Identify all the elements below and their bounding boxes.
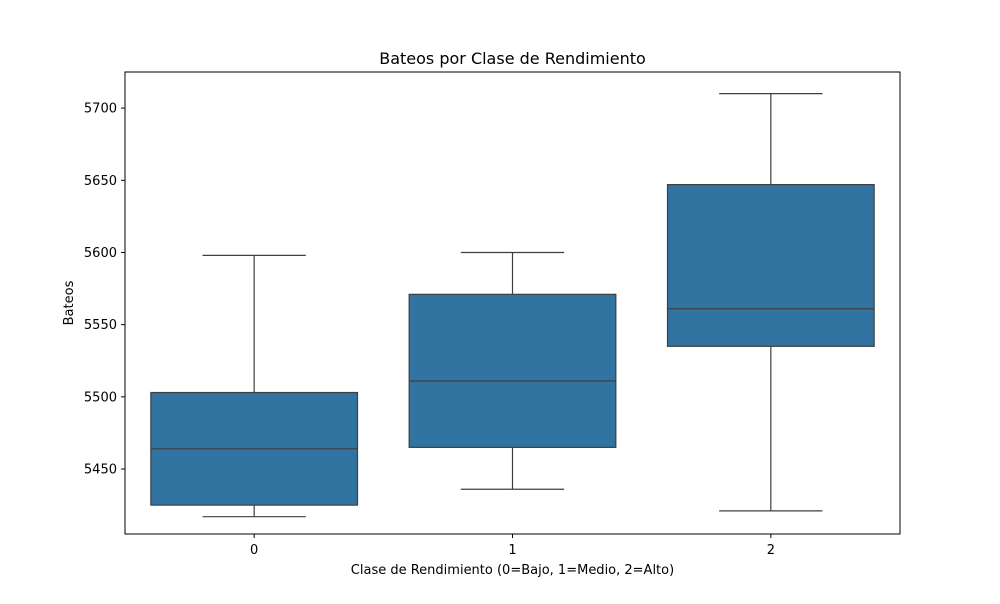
box-group-1 <box>408 251 617 490</box>
plot-area <box>150 93 875 518</box>
y-tick-label: 5550 <box>84 318 117 333</box>
y-tick-label: 5600 <box>84 246 117 261</box>
x-tick-label: 1 <box>508 543 516 558</box>
chart-title: Bateos por Clase de Rendimiento <box>379 49 646 68</box>
box-group-0 <box>150 254 359 518</box>
box-iqr <box>666 184 875 347</box>
y-tick-label: 5700 <box>84 102 117 117</box>
y-axis-label: Bateos <box>62 280 77 325</box>
y-axis: 5450 5500 5550 5600 5650 5700 <box>84 102 125 478</box>
box-group-2 <box>666 93 875 512</box>
box-iqr <box>408 293 617 448</box>
y-tick-label: 5650 <box>84 174 117 189</box>
x-axis-label: Clase de Rendimiento (0=Bajo, 1=Medio, 2… <box>351 563 674 578</box>
x-tick-label: 2 <box>767 543 775 558</box>
y-tick-label: 5500 <box>84 390 117 405</box>
x-axis: 0 1 2 <box>250 534 775 558</box>
x-tick-label: 0 <box>250 543 258 558</box>
y-tick-label: 5450 <box>84 463 117 478</box>
